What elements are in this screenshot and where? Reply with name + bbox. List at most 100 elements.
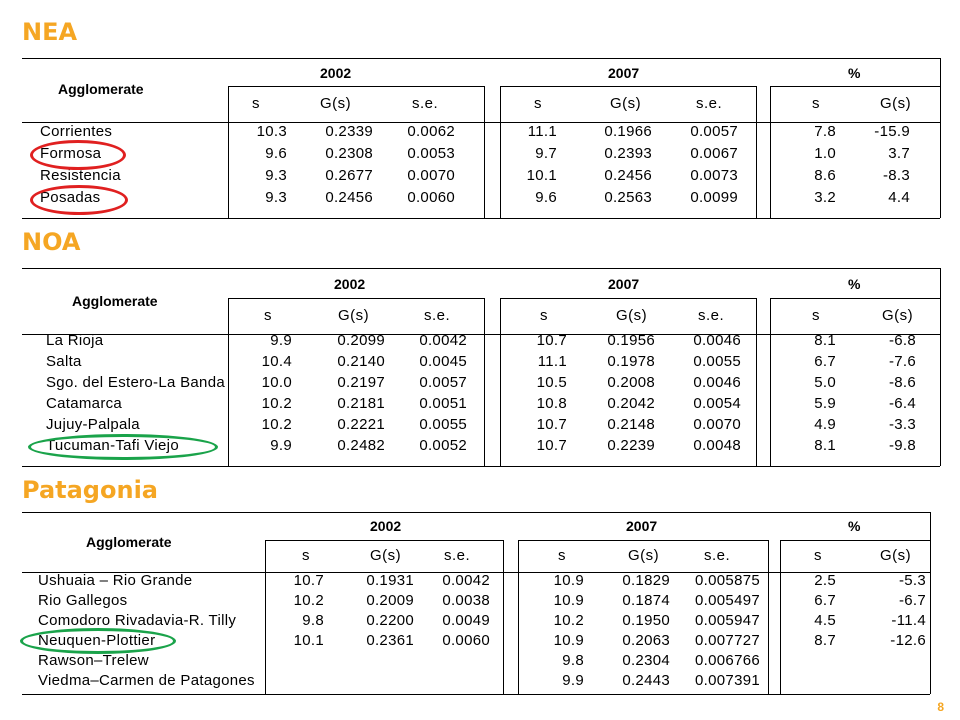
subheader-s-pct: s [814, 547, 822, 564]
cell-se-2002: 0.0049 [442, 612, 490, 629]
cell-gs-2002: 0.2456 [325, 189, 373, 206]
cell-s-pct: 3.2 [814, 189, 836, 206]
cell-gs-pct: -9.8 [888, 437, 916, 454]
subheader-s-2007: s [534, 95, 542, 112]
cell-se-2007: 0.005875 [695, 572, 760, 589]
subheader-gs-pct: G(s) [882, 307, 914, 324]
cell-se-2002: 0.0060 [407, 189, 455, 206]
cell-se-2002: 0.0060 [442, 632, 490, 649]
subheader-gs-2007: G(s) [628, 547, 660, 564]
cell-s-2002: 10.0 [261, 374, 292, 391]
cell-gs-pct: -6.7 [898, 592, 926, 609]
agglomerate-header: Agglomerate [72, 293, 158, 309]
cell-s-pct: 8.6 [814, 167, 836, 184]
cell-s-2007: 10.9 [553, 632, 584, 649]
agglomerate-name: Rawson–Trelew [38, 652, 149, 669]
year-2007-header: 2007 [608, 276, 640, 292]
agglomerate-name: Resistencia [40, 167, 121, 184]
cell-s-2002: 9.9 [270, 332, 292, 349]
pct-header: % [848, 276, 861, 292]
cell-gs-2002: 0.2677 [325, 167, 373, 184]
cell-s-pct: 4.9 [814, 416, 836, 433]
cell-s-2002: 10.2 [261, 416, 292, 433]
year-2002-header: 2002 [320, 65, 352, 81]
cell-gs-2002: 0.2361 [366, 632, 414, 649]
cell-gs-2007: 0.2063 [622, 632, 670, 649]
agglomerate-name: Salta [46, 353, 82, 370]
cell-se-2002: 0.0051 [419, 395, 467, 412]
cell-s-2002: 10.3 [256, 123, 287, 140]
cell-s-2007: 10.7 [536, 332, 567, 349]
subheader-s-2007: s [540, 307, 548, 324]
cell-s-2007: 9.9 [562, 672, 584, 689]
cell-s-2007: 10.5 [536, 374, 567, 391]
pct-header: % [848, 65, 861, 81]
agglomerate-name: Tucuman-Tafi Viejo [46, 437, 179, 454]
agglomerate-name: Neuquen-Plottier [38, 632, 156, 649]
cell-s-pct: 8.7 [814, 632, 836, 649]
cell-s-pct: 1.0 [814, 145, 836, 162]
cell-gs-2007: 0.2042 [607, 395, 655, 412]
agglomerate-name: Sgo. del Estero-La Banda [46, 374, 225, 391]
cell-se-2007: 0.0057 [690, 123, 738, 140]
year-2002-header: 2002 [334, 276, 366, 292]
subheader-se-2007: s.e. [698, 307, 725, 324]
cell-gs-2002: 0.2200 [366, 612, 414, 629]
cell-gs-pct: -11.4 [891, 612, 926, 629]
cell-se-2002: 0.0053 [407, 145, 455, 162]
agglomerate-name: Formosa [40, 145, 102, 162]
year-2002-header: 2002 [370, 518, 402, 534]
cell-gs-2007: 0.2008 [607, 374, 655, 391]
cell-gs-2007: 0.2239 [607, 437, 655, 454]
year-2007-header: 2007 [608, 65, 640, 81]
cell-se-2002: 0.0070 [407, 167, 455, 184]
cell-gs-2002: 0.2140 [337, 353, 385, 370]
cell-gs-2007: 0.2304 [622, 652, 670, 669]
subheader-gs-pct: G(s) [880, 547, 912, 564]
subheader-s-pct: s [812, 95, 820, 112]
cell-s-pct: 7.8 [814, 123, 836, 140]
cell-se-2007: 0.0067 [690, 145, 738, 162]
cell-se-2002: 0.0042 [419, 332, 467, 349]
cell-s-pct: 6.7 [814, 592, 836, 609]
cell-s-pct: 2.5 [814, 572, 836, 589]
subheader-gs-2007: G(s) [610, 95, 642, 112]
cell-s-2002: 10.4 [261, 353, 292, 370]
agglomerate-header: Agglomerate [86, 534, 172, 550]
cell-s-2002: 10.1 [293, 632, 324, 649]
cell-s-2002: 10.7 [293, 572, 324, 589]
cell-s-2007: 10.1 [526, 167, 557, 184]
subheader-gs-2002: G(s) [370, 547, 402, 564]
cell-s-2002: 9.8 [302, 612, 324, 629]
cell-se-2007: 0.007391 [695, 672, 760, 689]
cell-gs-pct: -8.6 [888, 374, 916, 391]
subheader-s-2002: s [252, 95, 260, 112]
cell-s-2002: 9.3 [265, 189, 287, 206]
cell-s-2007: 10.9 [553, 592, 584, 609]
cell-gs-pct: -15.9 [874, 123, 910, 140]
cell-s-2007: 10.9 [553, 572, 584, 589]
cell-se-2002: 0.0045 [419, 353, 467, 370]
cell-s-pct: 6.7 [814, 353, 836, 370]
cell-s-2007: 9.6 [535, 189, 557, 206]
subheader-s-pct: s [812, 307, 820, 324]
cell-gs-pct: -8.3 [882, 167, 910, 184]
cell-gs-pct: -3.3 [888, 416, 916, 433]
cell-se-2007: 0.0048 [693, 437, 741, 454]
cell-se-2007: 0.006766 [695, 652, 760, 669]
cell-se-2002: 0.0055 [419, 416, 467, 433]
cell-se-2007: 0.0055 [693, 353, 741, 370]
pct-header: % [848, 518, 861, 534]
cell-gs-2002: 0.2339 [325, 123, 373, 140]
cell-s-pct: 5.9 [814, 395, 836, 412]
subheader-gs-2002: G(s) [338, 307, 370, 324]
cell-se-2002: 0.0052 [419, 437, 467, 454]
subheader-gs-2007: G(s) [616, 307, 648, 324]
cell-se-2007: 0.0054 [693, 395, 741, 412]
cell-s-pct: 4.5 [814, 612, 836, 629]
cell-s-2002: 10.2 [293, 592, 324, 609]
cell-se-2007: 0.005497 [695, 592, 760, 609]
subheader-se-2002: s.e. [412, 95, 439, 112]
cell-se-2002: 0.0057 [419, 374, 467, 391]
cell-se-2007: 0.0073 [690, 167, 738, 184]
